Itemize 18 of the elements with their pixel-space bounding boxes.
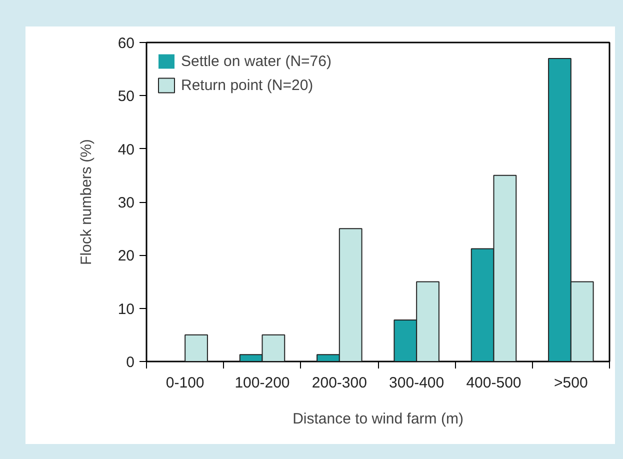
y-axis-title: Flock numbers (%) <box>78 139 95 265</box>
x-tick-label: 200-300 <box>312 374 367 392</box>
x-tick-label: 100-200 <box>234 374 290 392</box>
x-axis-title: Distance to wind farm (m) <box>292 410 464 428</box>
legend-label: Settle on water (N=76) <box>181 52 332 70</box>
y-tick-label: 0 <box>126 354 134 371</box>
bar <box>184 334 208 362</box>
y-tick-label: 10 <box>118 300 135 318</box>
legend-label: Return point (N=20) <box>181 76 314 94</box>
y-tick-label: 40 <box>118 141 135 158</box>
x-tick-label: 300-400 <box>389 374 444 392</box>
y-tick-label: 60 <box>118 35 135 52</box>
y-tick-label: 20 <box>118 248 135 265</box>
y-tick-label: 50 <box>118 88 135 106</box>
x-tick-label: 0-100 <box>166 374 204 392</box>
x-tick-label: >500 <box>554 374 588 392</box>
x-tick-label: 400-500 <box>466 374 522 392</box>
y-tick-label: 30 <box>118 194 135 212</box>
